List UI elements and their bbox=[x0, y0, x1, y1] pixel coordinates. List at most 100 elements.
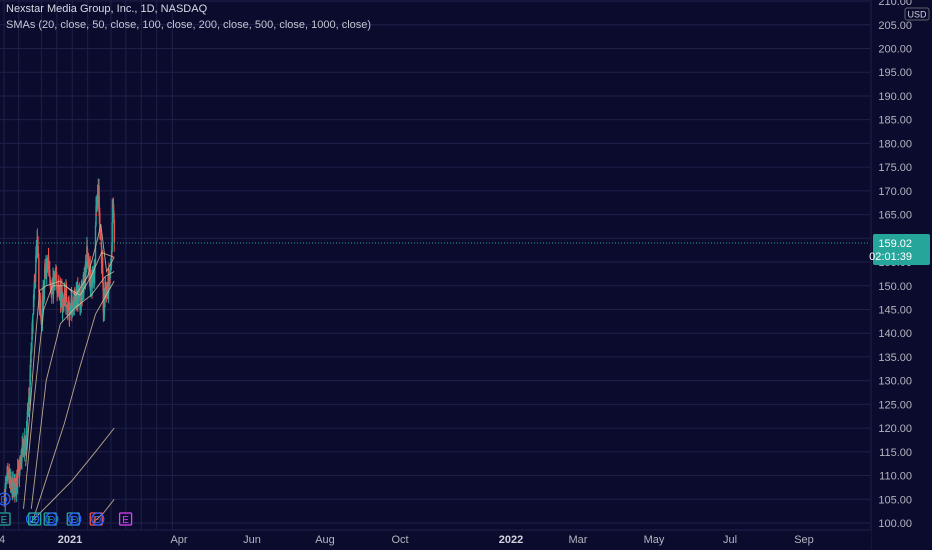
candle-body bbox=[39, 302, 41, 305]
price-tick-label: 130.00 bbox=[878, 376, 912, 388]
dividend-marker bbox=[91, 512, 105, 526]
candle-body bbox=[32, 315, 34, 333]
candle-body bbox=[8, 469, 11, 478]
event-marker-label: D bbox=[29, 515, 36, 526]
candle-body bbox=[99, 228, 101, 233]
candle-body bbox=[26, 416, 28, 426]
candle-body bbox=[56, 287, 59, 294]
candle-body bbox=[95, 204, 98, 209]
candle-body bbox=[62, 300, 64, 302]
sma-line-1000 bbox=[92, 499, 115, 524]
sma-line-20 bbox=[25, 224, 115, 467]
candle-body bbox=[40, 319, 43, 322]
candle-body bbox=[32, 295, 35, 314]
candle-body bbox=[22, 438, 24, 445]
candle-body bbox=[33, 281, 36, 290]
event-marker-label: E bbox=[47, 515, 54, 526]
price-tick-label: 205.00 bbox=[878, 20, 912, 32]
candle-body bbox=[109, 264, 112, 268]
time-tick-label: Jul bbox=[723, 534, 737, 546]
time-tick-label: 2021 bbox=[58, 534, 82, 546]
price-tick-label: 210.00 bbox=[878, 0, 912, 8]
candle-body bbox=[41, 296, 44, 317]
event-marker-label: D bbox=[94, 515, 101, 526]
candle-body bbox=[40, 314, 42, 321]
candle-body bbox=[58, 287, 61, 298]
sma-line-50 bbox=[23, 251, 115, 509]
event-marker-label: D bbox=[0, 495, 7, 506]
candle-body bbox=[28, 397, 30, 402]
earnings-marker bbox=[118, 512, 133, 526]
candle-body bbox=[34, 271, 37, 283]
candle-body bbox=[9, 483, 11, 487]
candle-body bbox=[100, 235, 102, 240]
event-marker-label: E bbox=[31, 515, 38, 526]
candle-body bbox=[49, 284, 52, 289]
price-tick-label: 150.00 bbox=[878, 281, 912, 293]
sma-lines bbox=[23, 224, 115, 524]
event-marker-label: E bbox=[70, 515, 77, 526]
candle-body bbox=[60, 287, 62, 289]
candle-body bbox=[48, 261, 50, 270]
candle-body bbox=[67, 303, 69, 307]
time-tick-label: Oct bbox=[391, 534, 408, 546]
currency-badge bbox=[904, 7, 930, 21]
candle-body bbox=[36, 237, 39, 239]
dividend-marker bbox=[0, 492, 11, 506]
price-tick-label: 110.00 bbox=[879, 471, 912, 483]
event-marker-label: E bbox=[122, 515, 129, 526]
price-tick-label: 180.00 bbox=[878, 138, 912, 150]
candle-body bbox=[47, 262, 49, 266]
candle-body bbox=[17, 467, 20, 469]
candle-body bbox=[23, 444, 25, 454]
candle-body bbox=[81, 287, 84, 302]
candle-body bbox=[104, 281, 107, 291]
candles bbox=[3, 178, 115, 513]
candle-body bbox=[78, 291, 80, 293]
candle-body bbox=[14, 482, 16, 491]
event-marker-label: E bbox=[1, 515, 8, 526]
candle-body bbox=[106, 286, 108, 292]
candle-body bbox=[4, 485, 6, 505]
candle-body bbox=[85, 267, 87, 278]
event-marker-label: D bbox=[48, 515, 55, 526]
price-tick-label: 190.00 bbox=[878, 91, 912, 103]
price-axis: 210.00 205.00 200.00 195.00 190.00 185.00 180.… bbox=[869, 0, 932, 550]
event-marker-label: E bbox=[93, 515, 100, 526]
price-tick-label: 145.00 bbox=[878, 304, 912, 316]
candle-body bbox=[88, 265, 91, 278]
candle-body bbox=[39, 300, 42, 312]
candle-body bbox=[60, 287, 62, 308]
candle-body bbox=[83, 276, 85, 285]
candle-body bbox=[102, 311, 105, 317]
candle-body bbox=[97, 199, 99, 206]
candle-body bbox=[101, 255, 103, 264]
price-tick-label: 105.00 bbox=[878, 494, 912, 506]
time-axis-bg bbox=[0, 530, 871, 550]
grid bbox=[0, 0, 870, 530]
time-tick-label: May bbox=[644, 534, 665, 546]
candle-body bbox=[19, 464, 21, 469]
price-tick-label: 125.00 bbox=[878, 399, 912, 411]
candle-body bbox=[33, 280, 36, 282]
time-tick-label: 2022 bbox=[499, 534, 523, 546]
candle-body bbox=[72, 306, 75, 311]
price-tick-label: 185.00 bbox=[878, 115, 912, 127]
candle-body bbox=[108, 271, 110, 280]
earnings-marker bbox=[0, 512, 11, 526]
price-tick-label: 115.00 bbox=[879, 447, 912, 459]
sma-line-200 bbox=[33, 280, 115, 519]
candle-body bbox=[25, 431, 28, 450]
price-tick-label: 165.00 bbox=[878, 210, 912, 222]
price-tick-label: 175.00 bbox=[878, 162, 912, 174]
candle-body bbox=[99, 212, 101, 230]
dividend-marker bbox=[68, 512, 82, 526]
indicator-legend[interactable]: SMAs (20, close, 50, close, 100, close, … bbox=[6, 19, 372, 31]
candle-body bbox=[86, 257, 89, 259]
candle-body bbox=[74, 291, 76, 294]
price-tick-label: 135.00 bbox=[878, 352, 912, 364]
candle-body bbox=[55, 274, 57, 278]
bar-countdown-label: 02:01:39 bbox=[869, 251, 912, 263]
candle-body bbox=[71, 303, 73, 314]
